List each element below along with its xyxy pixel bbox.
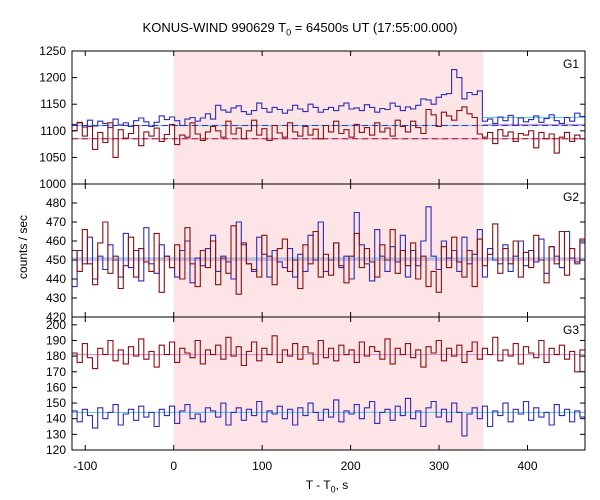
- panel-2-label: G2: [563, 190, 579, 204]
- chart-title-rest: = 64500s UT (17:55:00.000): [291, 20, 458, 35]
- xtick-label: 200: [341, 459, 361, 473]
- panel-2-ytick-label: 420: [46, 310, 66, 324]
- panel-3-blue-series: [72, 397, 585, 437]
- panel-3-red-series: [72, 335, 585, 373]
- panel-3-ytick-label: 150: [46, 396, 66, 410]
- y-axis-label: counts / sec: [16, 214, 30, 280]
- panel-3-ytick-label: 180: [46, 349, 66, 363]
- panel-1-ytick-label: 1000: [39, 177, 66, 191]
- panel-2-ytick-label: 450: [46, 253, 66, 267]
- x-axis-label: T - T0, s: [0, 478, 600, 494]
- panel-3-label: G3: [563, 323, 579, 337]
- panel-1-ytick-label: 1200: [39, 71, 66, 85]
- panel-1-ytick-label: 1150: [40, 97, 66, 111]
- panel-1-ytick-label: 1250: [39, 44, 66, 58]
- panel-2-ytick-label: 470: [46, 215, 66, 229]
- chart-title: KONUS-WIND 990629 T0 = 64500s UT (17:55:…: [0, 20, 600, 38]
- panel-1-label: G1: [563, 57, 579, 71]
- xtick-label: 0: [170, 459, 177, 473]
- panel-3-ytick-label: 130: [46, 427, 66, 441]
- panel-1-ytick-label: 1100: [40, 124, 66, 138]
- panel-3-ytick-label: 200: [46, 318, 66, 332]
- xtick-label: 300: [429, 459, 449, 473]
- panel-1-blue-series: [72, 69, 585, 129]
- xtick-label: 100: [252, 459, 272, 473]
- panel-3-frame: [71, 316, 586, 451]
- panel-1-shaded-interval: [173, 51, 484, 184]
- panel-3-ytick-label: 120: [46, 443, 66, 457]
- x-axis-label-main: T - T: [305, 478, 331, 492]
- panel-2-ytick-label: 430: [46, 291, 66, 305]
- panel-2-shaded-interval: [173, 184, 484, 317]
- panel-3-ytick-label: 170: [46, 365, 66, 379]
- panel-2-ytick-label: 480: [46, 196, 66, 210]
- chart-title-subscript: 0: [286, 27, 292, 38]
- x-axis-label-subscript: 0: [330, 484, 336, 495]
- panel-3-ytick-label: 160: [46, 380, 66, 394]
- x-axis-label-rest: , s: [335, 478, 349, 492]
- chart-title-main: KONUS-WIND 990629 T: [142, 20, 287, 35]
- panel-2-red-series: [72, 221, 585, 295]
- panel-2-ytick-label: 460: [46, 234, 66, 248]
- panel-3-ytick-label: 190: [46, 333, 66, 347]
- xtick-label: -100: [73, 459, 97, 473]
- panel-3-ytick-label: 140: [46, 412, 66, 426]
- panel-2-ytick-label: 440: [46, 272, 66, 286]
- panel-1-ytick-label: 1050: [39, 150, 66, 164]
- panel-3-shaded-interval: [173, 317, 484, 450]
- panel-1-red-series: [72, 106, 585, 158]
- xtick-label: 400: [517, 459, 537, 473]
